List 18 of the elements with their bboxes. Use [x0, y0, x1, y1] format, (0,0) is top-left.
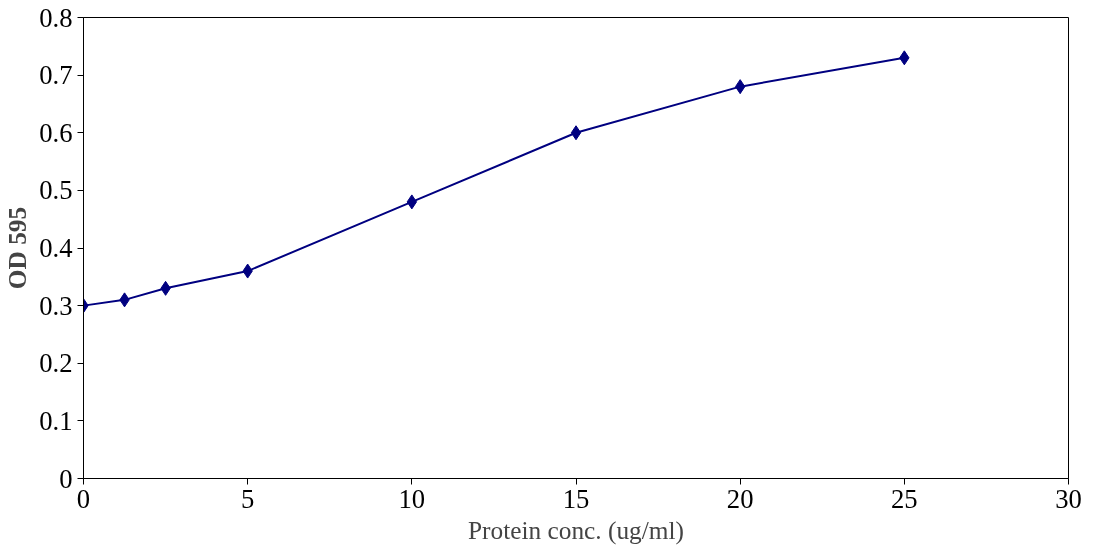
point [570, 125, 582, 141]
x-tick-label: 10 [398, 483, 426, 514]
y-tick-label: 0.3 [39, 290, 73, 321]
y-tick-label: 0.8 [39, 2, 73, 33]
y-tick-label: 0.7 [39, 60, 73, 91]
x-axis-title: Protein conc. (ug/ml) [468, 515, 684, 545]
y-tick-label: 0.6 [39, 117, 73, 148]
y-tick-label: 0.2 [39, 348, 73, 379]
x-tick-label: 25 [891, 483, 918, 514]
x-tick-label: 5 [241, 483, 255, 514]
x-tick-label: 15 [562, 483, 590, 514]
y-tick-label: 0.1 [39, 405, 73, 436]
y-tick-label: 0.4 [39, 233, 73, 263]
x-tick-label: 20 [726, 483, 754, 514]
y-axis-title: OD 595 [3, 206, 32, 290]
x-tick-label: 30 [1055, 483, 1082, 514]
y-tick-label: 0.5 [39, 175, 73, 206]
y-tick-label: 0 [59, 463, 73, 494]
